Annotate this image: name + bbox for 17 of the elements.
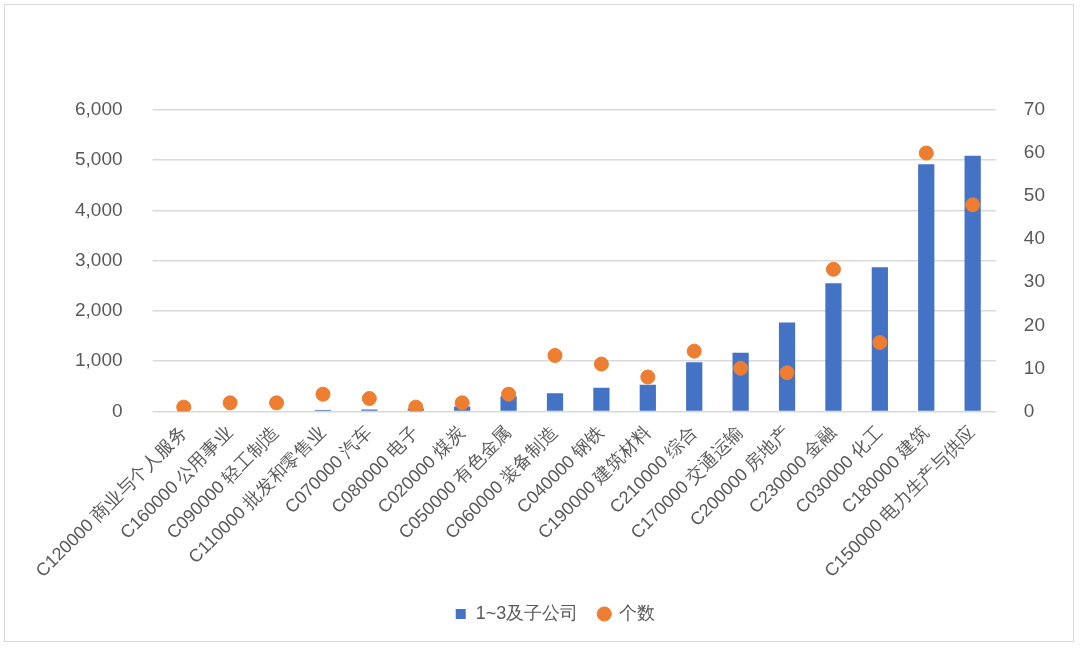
y-tick-label: 0 — [111, 399, 123, 421]
y2-tick-label: 10 — [1023, 356, 1046, 378]
y-tick-label: 3,000 — [75, 248, 123, 270]
y-tick-label: 1,000 — [75, 349, 123, 371]
y-tick-label: 6,000 — [75, 98, 123, 120]
y2-tick-label: 20 — [1023, 313, 1046, 335]
y-tick-label: 4,000 — [75, 198, 123, 220]
y-tick-label: 5,000 — [75, 148, 123, 170]
y2-tick-label: 50 — [1023, 184, 1046, 206]
y2-tick-label: 70 — [1023, 98, 1046, 120]
y-tick-label: 2,000 — [75, 299, 123, 321]
legend-label: 1~3及子公司 — [475, 602, 579, 623]
y2-tick-label: 40 — [1023, 227, 1046, 249]
y2-tick-label: 0 — [1023, 399, 1035, 421]
y2-tick-label: 60 — [1023, 141, 1046, 163]
y2-tick-label: 30 — [1023, 270, 1046, 292]
legend-label: 个数 — [619, 602, 656, 623]
